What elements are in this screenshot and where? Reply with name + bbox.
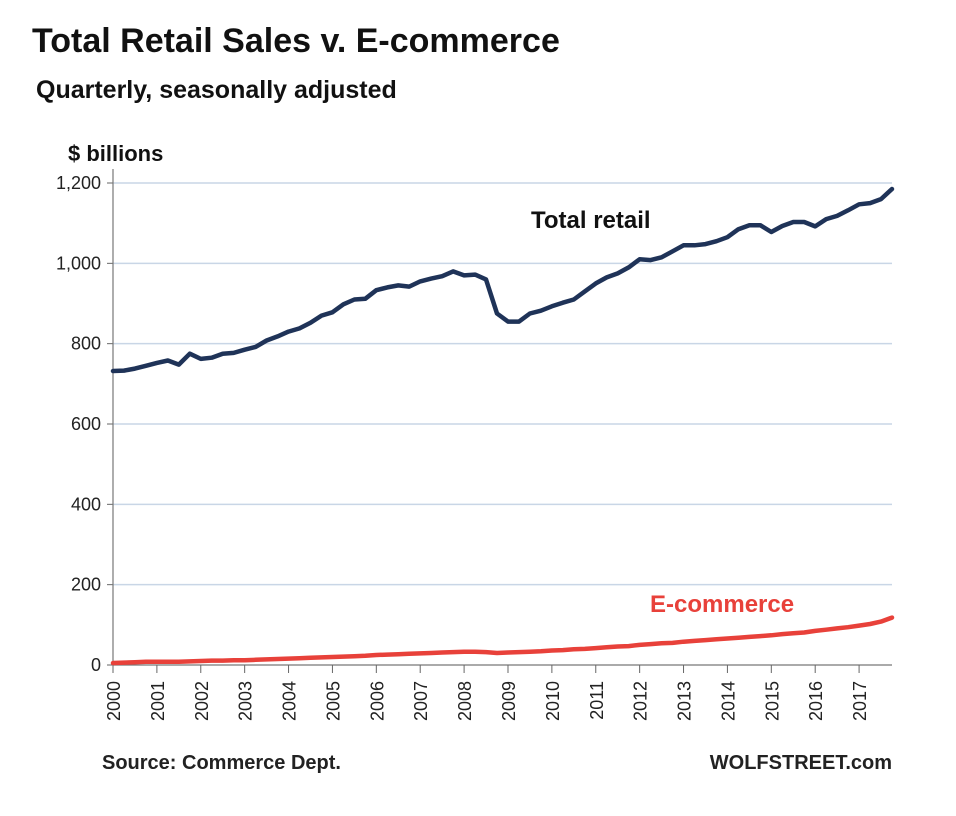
ecommerce-label: E-commerce — [650, 591, 794, 618]
y-axis-label: $ billions — [68, 141, 163, 166]
xtick-label: 2001 — [148, 681, 168, 721]
xtick-label: 2007 — [411, 681, 431, 721]
xtick-label: 2000 — [104, 681, 124, 721]
xtick-label: 2012 — [631, 681, 651, 721]
xtick-label: 2010 — [543, 681, 563, 721]
axis-layer: 0 200 400 600 800 1,000 1,200 2000 2001 2002 2003 2… — [56, 169, 892, 721]
chart-title: Total Retail Sales v. E-commerce — [32, 22, 560, 60]
xtick-label: 2015 — [762, 681, 782, 721]
ytick-label: 600 — [71, 414, 101, 434]
brand-watermark: WOLFSTREET.com — [709, 752, 892, 774]
ecommerce-line — [110, 615, 895, 666]
xtick-label: 2003 — [236, 681, 256, 721]
source-note: Source: Commerce Dept. — [102, 752, 341, 774]
xtick-label: 2004 — [280, 681, 300, 721]
xtick-label: 2013 — [675, 681, 695, 721]
total-retail-line — [110, 186, 895, 374]
ytick-label: 200 — [71, 575, 101, 595]
ytick-label: 0 — [91, 655, 101, 675]
chart-subtitle: Quarterly, seasonally adjusted — [36, 76, 397, 104]
ytick-label: 1,000 — [56, 253, 101, 273]
xtick-label: 2005 — [323, 681, 343, 721]
xtick-label: 2011 — [587, 681, 607, 720]
xtick-label: 2009 — [499, 681, 519, 721]
grid-layer — [113, 182, 892, 586]
ytick-label: 1,200 — [56, 173, 101, 193]
xtick-label: 2002 — [192, 681, 212, 721]
series-layer — [110, 186, 895, 666]
xtick-label: 2016 — [806, 681, 826, 721]
xtick-label: 2014 — [718, 681, 738, 721]
ytick-label: 400 — [71, 494, 101, 514]
xtick-label: 2017 — [850, 681, 870, 721]
xtick-label: 2006 — [367, 681, 387, 721]
total-retail-label: Total retail — [531, 207, 651, 234]
xtick-label: 2008 — [455, 681, 475, 721]
ytick-label: 800 — [71, 334, 101, 354]
